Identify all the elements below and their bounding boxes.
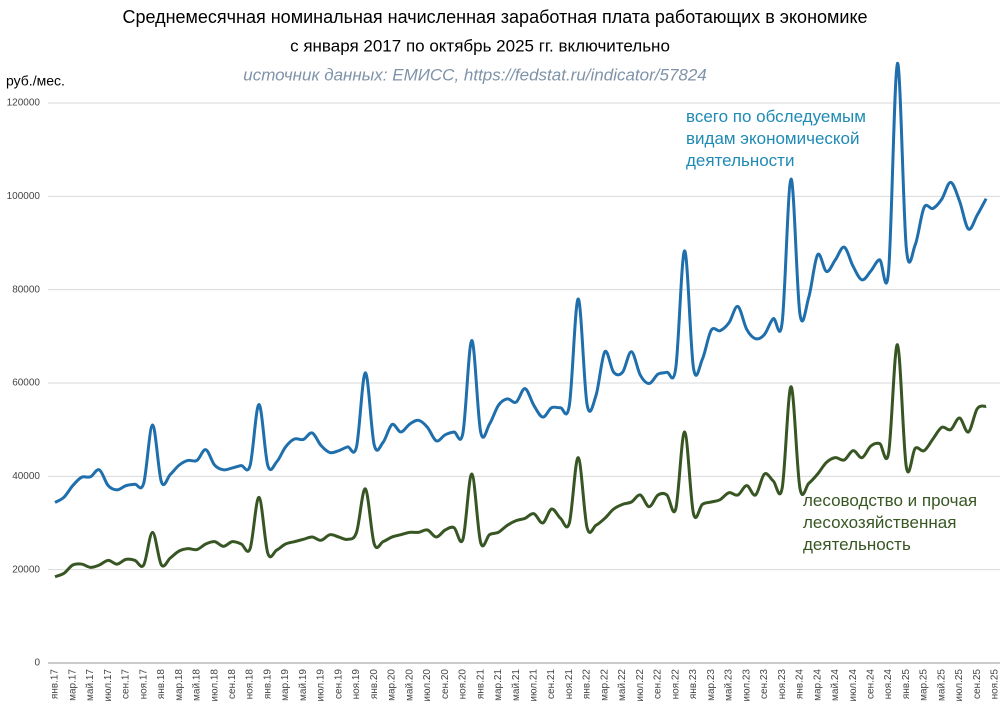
- source-note: источник данных: ЕМИСС, https://fedstat.…: [243, 65, 707, 84]
- x-tick-label: сен.20: [440, 669, 451, 699]
- x-tick-label: сен.18: [227, 669, 238, 699]
- x-tick-label: июл.18: [209, 669, 220, 702]
- x-tick-label: янв.18: [156, 669, 167, 700]
- x-tick-label: июл.24: [848, 669, 859, 702]
- x-tick-label: май.24: [830, 669, 841, 701]
- series-label: всего по обследуемым видам экономической д…: [686, 107, 866, 170]
- x-tick-label: янв.20: [369, 669, 380, 700]
- x-tick-label: мар.23: [706, 669, 717, 701]
- x-tick-label: янв.24: [795, 669, 806, 700]
- y-tick-label: 60000: [12, 378, 40, 389]
- chart-title: Среднемесячная номинальная начисленная з…: [122, 7, 867, 27]
- x-tick-label: ноя.21: [564, 669, 575, 700]
- x-tick-label: сен.21: [546, 669, 557, 699]
- x-tick-label: мар.24: [812, 669, 823, 701]
- x-tick-label: ноя.25: [990, 669, 1001, 700]
- x-tick-label: май.21: [511, 669, 522, 701]
- x-tick-label: май.25: [936, 669, 947, 701]
- y-axis-label: руб./мес.: [6, 73, 65, 89]
- x-tick-label: янв.22: [582, 669, 593, 700]
- x-tick-label: сен.24: [865, 669, 876, 699]
- x-tick-label: сен.17: [121, 669, 132, 699]
- y-tick-label: 40000: [12, 471, 40, 482]
- x-tick-label: июл.20: [422, 669, 433, 702]
- series-line: [54, 61, 988, 504]
- y-tick-label: 80000: [12, 284, 40, 295]
- x-tick-label: янв.25: [901, 669, 912, 700]
- x-tick-label: ноя.22: [670, 669, 681, 700]
- x-tick-label: май.19: [298, 669, 309, 701]
- x-tick-label: май.22: [617, 669, 628, 701]
- x-tick-label: ноя.20: [458, 669, 469, 700]
- series-label: лесоводство и прочая лесохозяйственная дея…: [803, 491, 977, 554]
- x-tick-label: ноя.24: [883, 669, 894, 700]
- x-tick-label: мар.21: [493, 669, 504, 701]
- x-tick-label: июл.21: [529, 669, 540, 702]
- x-tick-label: ноя.17: [138, 669, 149, 700]
- x-tick-label: июл.19: [316, 669, 327, 702]
- x-tick-label: мар.17: [67, 669, 78, 701]
- y-tick-label: 120000: [7, 98, 41, 109]
- x-tick-label: янв.23: [688, 669, 699, 700]
- x-tick-label: июл.22: [635, 669, 646, 702]
- x-tick-label: сен.22: [653, 669, 664, 699]
- x-tick-label: июл.23: [741, 669, 752, 702]
- x-tick-label: мар.18: [174, 669, 185, 701]
- series-line: [54, 343, 987, 579]
- x-tick-label: май.20: [404, 669, 415, 701]
- x-tick-label: июл.25: [954, 669, 965, 702]
- x-tick-label: май.17: [85, 669, 96, 701]
- x-tick-label: май.18: [192, 669, 203, 701]
- x-tick-label: янв.21: [475, 669, 486, 700]
- x-tick-label: мар.19: [280, 669, 291, 701]
- x-tick-label: июл.17: [103, 669, 114, 702]
- chart-subtitle: с января 2017 по октябрь 2025 гг. включи…: [290, 36, 670, 55]
- y-tick-label: 20000: [12, 564, 40, 575]
- y-tick-label: 0: [34, 658, 40, 669]
- x-tick-label: ноя.19: [351, 669, 362, 700]
- y-tick-label: 100000: [7, 191, 41, 202]
- x-tick-label: май.23: [724, 669, 735, 701]
- x-tick-label: сен.23: [759, 669, 770, 699]
- x-tick-label: ноя.23: [777, 669, 788, 700]
- x-tick-label: янв.17: [50, 669, 61, 700]
- x-tick-label: мар.22: [599, 669, 610, 701]
- x-tick-label: сен.19: [333, 669, 344, 699]
- x-tick-label: ноя.18: [245, 669, 256, 700]
- x-tick-label: янв.19: [262, 669, 273, 700]
- x-tick-label: сен.25: [972, 669, 983, 699]
- x-tick-label: мар.20: [387, 669, 398, 701]
- x-tick-label: мар.25: [919, 669, 930, 701]
